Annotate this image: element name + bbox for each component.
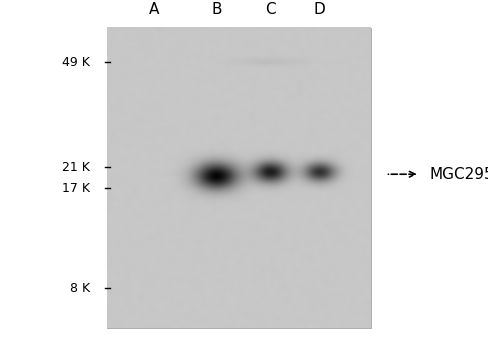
Text: MGC29506: MGC29506 — [429, 167, 488, 182]
Text: B: B — [212, 2, 223, 17]
Text: D: D — [314, 2, 325, 17]
Text: C: C — [265, 2, 276, 17]
Text: A: A — [148, 2, 159, 17]
Text: 49 K: 49 K — [62, 56, 90, 69]
Text: 21 K: 21 K — [62, 161, 90, 174]
Text: 8 K: 8 K — [70, 282, 90, 295]
Text: 17 K: 17 K — [62, 181, 90, 195]
FancyBboxPatch shape — [107, 28, 371, 328]
